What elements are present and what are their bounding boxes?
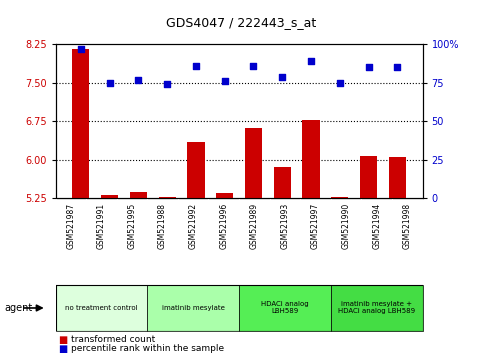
Point — [394, 64, 401, 70]
Bar — [130, 192, 147, 198]
Bar — [331, 197, 348, 198]
Text: imatinib mesylate +
HDACi analog LBH589: imatinib mesylate + HDACi analog LBH589 — [338, 302, 415, 314]
Point — [365, 64, 372, 70]
Text: GSM521994: GSM521994 — [372, 202, 381, 249]
Text: GSM521995: GSM521995 — [128, 202, 137, 249]
Text: GSM521990: GSM521990 — [341, 202, 351, 249]
Bar — [147, 285, 239, 331]
Bar — [273, 167, 291, 198]
Bar — [56, 285, 147, 331]
Text: GSM521989: GSM521989 — [250, 202, 259, 249]
Bar — [72, 50, 89, 198]
Bar — [331, 285, 423, 331]
Text: ■: ■ — [58, 344, 67, 354]
Text: ■: ■ — [58, 335, 67, 345]
Bar — [239, 285, 331, 331]
Point — [135, 77, 142, 82]
Text: imatinib mesylate: imatinib mesylate — [162, 305, 225, 311]
Point — [278, 74, 286, 79]
Bar — [187, 142, 205, 198]
Point — [221, 78, 228, 84]
Text: HDACi analog
LBH589: HDACi analog LBH589 — [261, 302, 309, 314]
Bar — [360, 156, 377, 198]
Point — [307, 58, 315, 64]
Point — [336, 80, 343, 86]
Text: GSM521998: GSM521998 — [403, 202, 412, 249]
Point — [250, 63, 257, 69]
Bar — [216, 193, 233, 198]
Text: transformed count: transformed count — [71, 335, 155, 344]
Bar — [158, 197, 176, 198]
Text: GSM521996: GSM521996 — [219, 202, 228, 249]
Text: GSM521997: GSM521997 — [311, 202, 320, 249]
Bar — [101, 195, 118, 198]
Text: no treatment control: no treatment control — [65, 305, 138, 311]
Point — [163, 81, 171, 87]
Point — [192, 63, 200, 69]
Point — [106, 80, 114, 86]
Bar — [245, 128, 262, 198]
Text: GDS4047 / 222443_s_at: GDS4047 / 222443_s_at — [166, 16, 317, 29]
Text: GSM521988: GSM521988 — [158, 202, 167, 249]
Text: GSM521991: GSM521991 — [97, 202, 106, 249]
Text: GSM521993: GSM521993 — [281, 202, 289, 249]
Bar — [389, 157, 406, 198]
Point — [77, 46, 85, 52]
Text: percentile rank within the sample: percentile rank within the sample — [71, 344, 224, 353]
Text: GSM521992: GSM521992 — [189, 202, 198, 249]
Text: agent: agent — [5, 303, 33, 313]
Bar — [302, 120, 320, 198]
Text: GSM521987: GSM521987 — [66, 202, 75, 249]
